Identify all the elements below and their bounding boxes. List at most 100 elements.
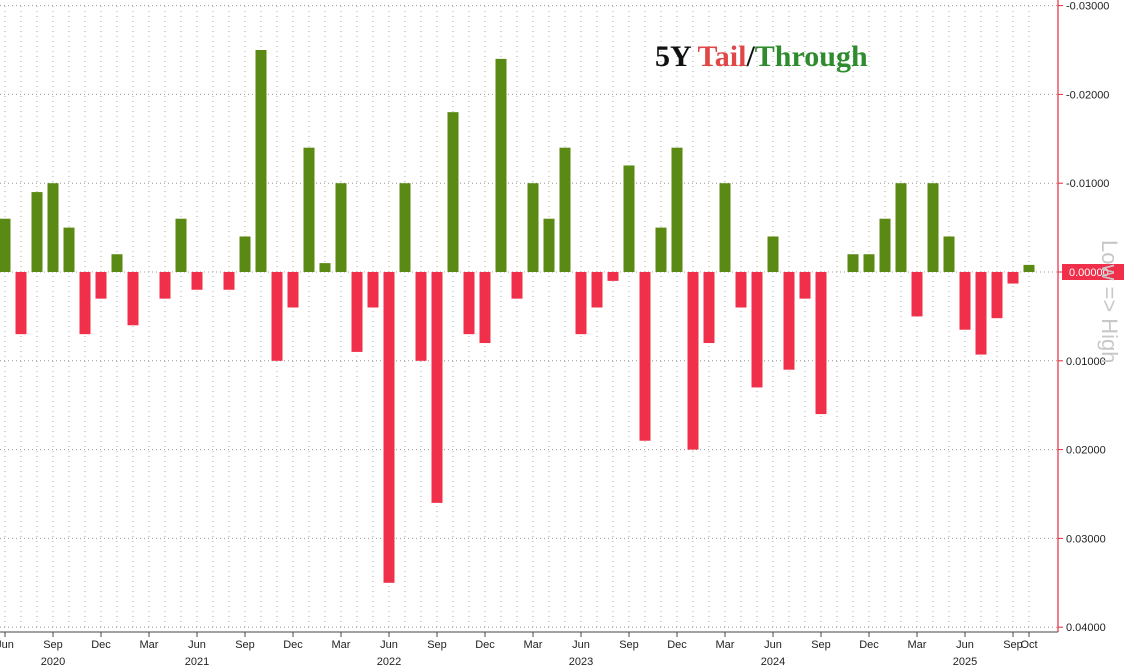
bar-Jul-25 [975,272,987,355]
bar-Oct-22 [447,112,459,272]
x-month-label: Sep [427,639,447,651]
bars [0,50,1035,583]
x-month-label: Mar [524,639,543,651]
bar-Sep-24 [815,272,827,415]
bar-May-21 [175,218,187,272]
x-month-label: Jun [572,639,590,651]
x-year-label: 2020 [41,656,65,668]
bar-Feb-23 [511,272,523,299]
bar-Jun-25 [959,272,971,330]
bar-May-25 [943,236,955,272]
bar-Aug-20 [31,192,43,272]
bar-Feb-25 [895,183,907,272]
bar-Aug-24 [799,272,811,299]
bar-Apr-22 [351,272,363,352]
x-month-label: Jun [188,639,206,651]
x-month-label: Sep [811,639,831,651]
bar-Oct-25 [1023,264,1035,272]
bar-Apr-25 [927,183,939,272]
bar-Jul-20 [15,272,27,335]
bar-Oct-21 [255,50,267,272]
chart-title: 5Y Tail/Through [655,40,868,73]
x-month-label: Dec [283,639,303,651]
x-month-label: Dec [91,639,111,651]
x-month-label: Dec [667,639,687,651]
x-year-label: 2025 [953,656,977,668]
y-tick-label: 0.04000 [1066,622,1106,634]
x-year-label: 2024 [761,656,785,668]
bar-Sep-21 [239,236,251,272]
bar-Nov-22 [463,272,475,335]
title-slash: / [745,40,755,73]
y-tick-label: -0.01000 [1066,178,1109,190]
bar-Jun-22 [383,272,395,583]
bar-Nov-23 [655,227,667,272]
y-tick-label: 0.02000 [1066,445,1106,457]
bar-Nov-21 [271,272,283,361]
x-axis: Jun Sep Dec Mar Jun Sep Dec Mar Jun Sep Dec Mar Jun S… [0,631,1058,668]
bar-Apr-23 [543,218,555,272]
bar-Aug-23 [607,272,619,281]
x-month-label: Mar [332,639,351,651]
x-month-label: Jun [0,639,14,651]
x-month-label: Dec [475,639,495,651]
bar-Oct-20 [63,227,75,272]
bar-Mar-22 [335,183,347,272]
x-month-label: Sep [619,639,639,651]
y-tick-label: 0.01000 [1066,356,1106,368]
title-through: Through [755,40,868,73]
x-year-label: 2023 [569,656,593,668]
bar-Jun-21 [191,272,203,290]
bar-Sep-22 [431,272,443,503]
bar-Apr-24 [735,272,747,308]
bar-Nov-24 [847,254,859,272]
bar-Apr-21 [159,272,171,299]
x-month-label: Oct [1020,639,1037,651]
bar-Jul-22 [399,183,411,272]
bar-Nov-20 [79,272,91,335]
bar-Feb-22 [319,263,331,272]
bar-Feb-24 [703,272,715,344]
bar-Jun-24 [767,236,779,272]
bar-Jul-24 [783,272,795,370]
bar-May-22 [367,272,379,308]
bar-Sep-25 [1007,272,1019,284]
y-axis: -0.03000 -0.02000 -0.01000 0.01000 0.02000 0.… [1057,0,1124,634]
x-month-label: Dec [859,639,879,651]
bar-Jan-24 [687,272,699,450]
y-tick-label: 0.03000 [1066,533,1106,545]
bar-Jan-23 [495,58,507,272]
x-month-label: Jun [380,639,398,651]
last-value-label: 0.00000 [1069,267,1109,279]
x-month-label: Mar [140,639,159,651]
x-month-label: Sep [43,639,63,651]
last-value-box [1062,264,1124,280]
x-month-label: Jun [764,639,782,651]
x-year-label: 2022 [377,656,401,668]
y-tick-label: -0.02000 [1066,89,1109,101]
bar-Jan-21 [111,254,123,272]
bar-Sep-23 [623,165,635,272]
x-year-label: 2021 [185,656,209,668]
bar-Aug-22 [415,272,427,361]
title-5y: 5Y [655,40,698,73]
bar-Dec-20 [95,272,107,299]
bar-Mar-23 [527,183,539,272]
bar-Sep-20 [47,183,59,272]
bar-Dec-24 [863,254,875,272]
bar-Jun-23 [575,272,587,335]
title-tail: Tail [698,40,747,73]
bar-Jun-20 [0,218,11,272]
x-month-label: Jun [956,639,974,651]
grid-lines [0,5,1058,628]
y-tick-label: -0.03000 [1066,1,1109,13]
x-month-label: Mar [716,639,735,651]
bar-May-24 [751,272,763,388]
x-month-label: Mar [908,639,927,651]
bar-Aug-21 [223,272,235,290]
x-month-label: Sep [1003,639,1023,651]
bar-Dec-23 [671,147,683,272]
bar-Feb-21 [127,272,139,326]
bar-Jan-25 [879,218,891,272]
